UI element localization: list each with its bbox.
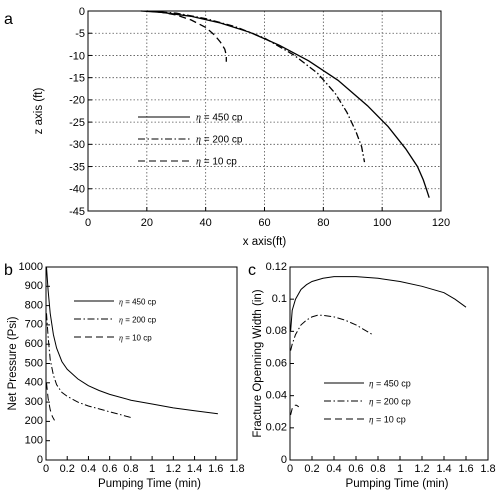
series-line-dashed [146, 10, 227, 62]
y-tick-label: -30 [69, 139, 85, 151]
x-tick-label: 120 [432, 217, 450, 229]
panel-label-c: c [248, 262, 256, 279]
series-line-solid [290, 276, 467, 332]
x-tick-label: 1.6 [458, 463, 473, 475]
x-tick-label: 0.2 [60, 463, 75, 475]
x-tick-label: 0.8 [123, 463, 138, 475]
plot-frame [45, 266, 238, 461]
x-axis-label: Pumping Time (min) [98, 478, 201, 490]
legend-entry: η = 200 cp [196, 135, 243, 146]
y-tick-label: 700 [25, 319, 43, 331]
x-tick-label: 1.2 [414, 463, 429, 475]
y-tick-label: 900 [25, 280, 43, 292]
x-tick-label: 0.4 [81, 463, 96, 475]
y-tick-label: -20 [69, 95, 85, 107]
x-tick-label: 40 [200, 217, 212, 229]
legend: η = 450 cp η = 200 cp η = 10 cp [324, 379, 411, 425]
chart-b: 0 0.2 0.4 0.6 0.8 1 1.2 1.4 1.6 1.8 0 100 200 300 400 5… [4, 261, 245, 490]
x-tick-label: 1.8 [229, 463, 244, 475]
legend-entry: η = 450 cp [369, 379, 411, 389]
x-tick-label: 20 [141, 217, 153, 229]
x-tick-label: 1.2 [166, 463, 181, 475]
y-axis-label: Fracture Openning Width (in) [252, 289, 264, 437]
y-tick-label: -15 [69, 73, 85, 85]
y-tick-label: 400 [25, 377, 43, 389]
series-line-solid [46, 266, 218, 415]
x-axis-label: Pumping Time (min) [346, 478, 449, 490]
y-tick-label: 500 [25, 357, 43, 369]
legend-entry: η = 450 cp [119, 298, 157, 307]
y-tick-label: -35 [69, 161, 85, 173]
y-tick-label: 0.06 [266, 357, 287, 369]
legend-entry: η = 10 cp [119, 334, 152, 343]
series-line-dashdot [290, 314, 373, 351]
y-axis-label: Net Pressure (Psi) [7, 316, 19, 410]
x-tick-label: 0.6 [102, 463, 117, 475]
y-tick-label: 600 [25, 338, 43, 350]
y-tick-label: -45 [69, 206, 85, 218]
x-tick-label: 1.6 [208, 463, 223, 475]
panel-label-b: b [4, 262, 13, 279]
x-tick-label: 1 [397, 463, 403, 475]
y-axis-label: z axis (ft) [33, 88, 45, 135]
chart-a: 0 20 40 60 80 100 120 0 -5 -10 -15 -20 -25 -30 -35 -40 -… [4, 6, 450, 248]
y-tick-label: 0 [79, 6, 85, 18]
x-tick-label: 0 [287, 463, 293, 475]
x-tick-label: 1.4 [436, 463, 451, 475]
legend-entry: η = 200 cp [119, 316, 157, 325]
legend: η = 450 cp η = 200 cp η = 10 cp [74, 298, 157, 343]
legend-entry: η = 450 cp [196, 113, 243, 124]
y-tick-label: 0 [37, 454, 43, 466]
y-tick-label: -25 [69, 117, 85, 129]
x-tick-label: 80 [317, 217, 329, 229]
y-tick-label: 0.12 [266, 261, 287, 273]
y-tick-label: 100 [25, 435, 43, 447]
series-line-solid [140, 10, 430, 198]
y-tick-label: 0.08 [266, 325, 287, 337]
panel-label-a: a [4, 11, 13, 28]
y-tick-label: 800 [25, 299, 43, 311]
legend-entry: η = 10 cp [369, 415, 406, 425]
legend-entry: η = 10 cp [196, 157, 237, 168]
x-tick-label: 0.8 [370, 463, 385, 475]
x-tick-label: 0 [85, 217, 91, 229]
x-tick-label: 100 [373, 217, 391, 229]
y-tick-label: 0.1 [272, 293, 287, 305]
legend: η = 450 cp η = 200 cp η = 10 cp [138, 113, 243, 168]
legend-entry: η = 200 cp [369, 397, 411, 407]
y-tick-label: 0.02 [266, 422, 287, 434]
y-tick-label: 300 [25, 396, 43, 408]
x-tick-label: 1 [149, 463, 155, 475]
y-tick-label: -5 [75, 28, 85, 40]
y-tick-label: 1000 [19, 261, 43, 273]
x-tick-label: 0 [43, 463, 49, 475]
x-tick-label: 0.4 [326, 463, 341, 475]
x-tick-label: 60 [258, 217, 270, 229]
y-tick-label: -40 [69, 184, 85, 196]
y-tick-label: 0.04 [266, 389, 287, 401]
chart-c: 0 0.2 0.4 0.6 0.8 1 1.2 1.4 1.6 1.8 0 0.02 0.04 0.06 0… [248, 261, 496, 490]
x-tick-label: 0.2 [304, 463, 319, 475]
plot-frame [289, 266, 489, 461]
y-tick-label: 0 [281, 454, 287, 466]
x-tick-label: 1.4 [187, 463, 202, 475]
plot-frame [87, 10, 442, 212]
x-tick-label: 0.6 [348, 463, 363, 475]
x-tick-label: 1.8 [480, 463, 495, 475]
y-tick-label: 200 [25, 415, 43, 427]
x-axis-label: x axis(ft) [243, 236, 287, 248]
series-line-dashed [290, 404, 300, 416]
series-line-dashdot [146, 10, 366, 163]
y-tick-label: -10 [69, 50, 85, 62]
series-line-dashdot [46, 313, 132, 418]
series-line-dashed [46, 382, 55, 421]
